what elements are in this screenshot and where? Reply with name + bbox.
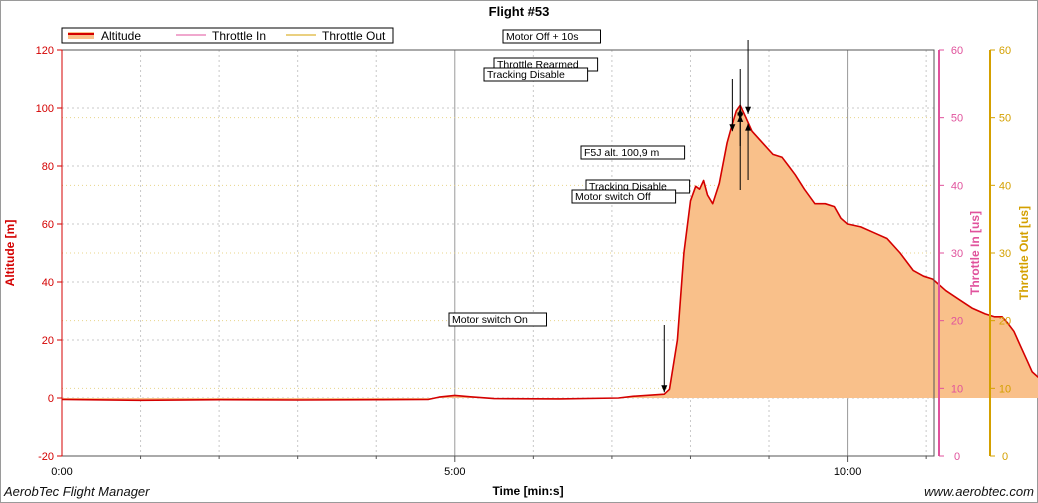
marker-box [483, 67, 589, 82]
marker-box [502, 29, 601, 44]
marker-box [571, 189, 677, 204]
marker-label: F5J alt. 100,9 m [584, 147, 660, 159]
y-tick-label: 60 [42, 219, 54, 231]
marker-arrow [737, 114, 744, 122]
y-tick-label: 0 [48, 393, 54, 405]
altitude-area [61, 104, 1038, 402]
y3-tick-label: 30 [999, 248, 1011, 260]
y3-tick-label: 20 [999, 316, 1011, 328]
y3-tick-label: 50 [999, 113, 1011, 125]
marker-arrow [737, 108, 744, 116]
axis-labels: Time [min:s] Altitude [m] Throttle In [us]… [3, 206, 1031, 498]
altitude-line [61, 104, 1038, 402]
legend: Altitude Throttle In Throttle Out [61, 27, 394, 44]
marker-arrow [745, 123, 752, 131]
y-tick-label: 120 [36, 45, 54, 57]
marker-arrow [745, 106, 752, 114]
legend-box [61, 27, 394, 44]
y2-tick-label: 10 [951, 383, 963, 395]
chart-title: Flight #53 [488, 4, 550, 19]
y-tick-label: 20 [42, 335, 54, 347]
event-marker: Motor Off + 10s [502, 29, 752, 114]
marker-box [580, 145, 686, 160]
y-tick-label: 100 [36, 103, 54, 115]
website-link[interactable]: www.aerobtec.com [924, 484, 1034, 499]
altitude-axis-label: Altitude [m] [3, 220, 17, 287]
x-axis-label: Time [min:s] [492, 484, 563, 498]
y2-tick-label: 60 [951, 45, 963, 57]
axes [57, 49, 995, 462]
tick-labels: -20 0 20 40 60 80 100 120 0 10 20 30 40 50 60 0 10 20 30 40… [36, 45, 1011, 478]
throttle-out-axis-label: Throttle Out [us] [1017, 206, 1031, 300]
event-marker: Throttle Rearmed [493, 57, 744, 120]
marker-label: Motor switch On [452, 314, 528, 326]
event-marker: F5J alt. 100,9 m [580, 108, 744, 160]
event-marker: Tracking Disable [483, 67, 736, 132]
throttle-in-axis-label: Throttle In [us] [968, 211, 982, 295]
y-tick-label: 80 [42, 161, 54, 173]
y2-tick-label: 20 [951, 316, 963, 328]
event-marker: Motor switch Off [571, 114, 744, 204]
marker-box [448, 312, 547, 327]
y-tick-label: -20 [38, 451, 54, 463]
marker-label: Tracking Disable [487, 69, 565, 81]
marker-label: Motor Off + 10s [506, 31, 578, 43]
event-markers: Motor Off + 10s Throttle RearmedTracking … [448, 29, 752, 393]
x-tick-label: 5:00 [444, 466, 465, 478]
y3-tick-label: 10 [999, 383, 1011, 395]
y3-tick-label: 60 [999, 45, 1011, 57]
legend-swatch-altitude [68, 32, 94, 39]
x-tick-label: 0:00 [51, 466, 72, 478]
marker-arrow [729, 124, 736, 132]
event-marker: Motor switch On [448, 312, 668, 393]
y3-tick-label: 40 [999, 180, 1011, 192]
app-name-label: AerobTec Flight Manager [4, 484, 150, 499]
y2-tick-label: 30 [951, 248, 963, 260]
marker-arrow [661, 385, 668, 393]
altitude-fill [62, 105, 1038, 401]
legend-label: Altitude [101, 29, 141, 43]
marker-label: Motor switch Off [575, 191, 651, 203]
y-tick-label: 40 [42, 277, 54, 289]
y3-tick-label: 0 [1002, 451, 1008, 463]
x-tick-label: 10:00 [834, 466, 862, 478]
legend-label: Throttle Out [322, 29, 386, 43]
y2-tick-label: 50 [951, 113, 963, 125]
y2-tick-label: 40 [951, 180, 963, 192]
y2-tick-label: 0 [954, 451, 960, 463]
legend-label: Throttle In [212, 29, 266, 43]
